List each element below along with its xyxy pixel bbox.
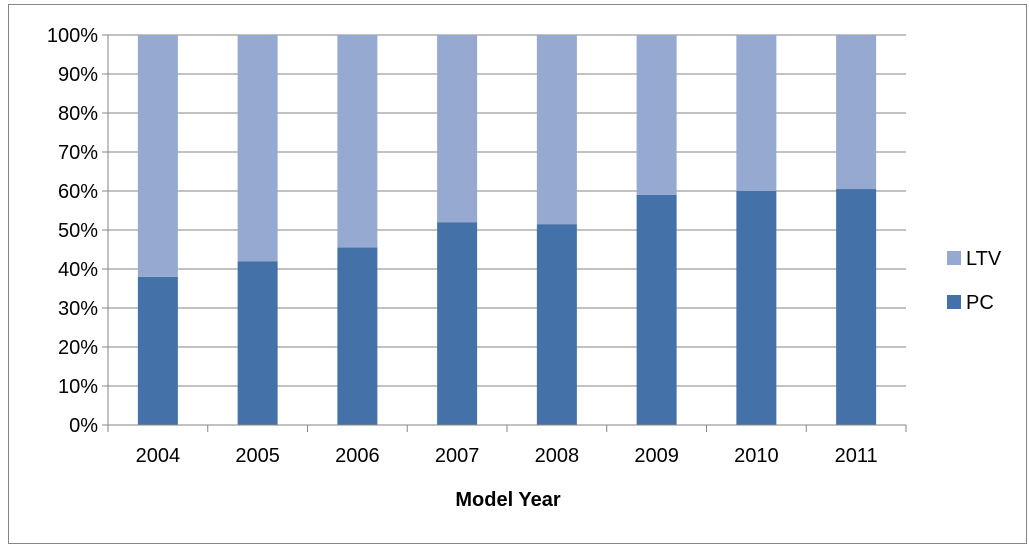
y-tick-label: 50% (58, 220, 98, 242)
gridlines (108, 34, 906, 426)
y-tick-label: 40% (58, 259, 98, 281)
x-tick-label: 2007 (435, 445, 480, 467)
y-tick-label: 20% (58, 337, 98, 359)
y-tick-label: 60% (58, 181, 98, 203)
y-tick-labels: 0% 10% 20% 30% 40% 50% 60% 70% 80% 90% 100% (47, 25, 98, 437)
y-tick-label: 30% (58, 298, 98, 320)
y-tick-label: 80% (58, 103, 98, 125)
x-tick-label: 2005 (235, 445, 280, 467)
bar-pc-2008 (536, 224, 577, 425)
bar-ltv-2005 (237, 35, 278, 262)
bar-pc-2006 (337, 247, 378, 425)
bar-ltv-2009 (636, 35, 677, 195)
bar-pc-2007 (437, 222, 478, 425)
legend-swatch-ltv (947, 251, 961, 265)
x-tick-label: 2004 (136, 445, 181, 467)
y-tick-label: 100% (47, 25, 98, 47)
legend: LTV PC (947, 248, 1002, 314)
bar-ltv-2011 (836, 35, 877, 190)
legend-label-ltv: LTV (966, 248, 1002, 270)
x-tick-label: 2008 (535, 445, 580, 467)
x-axis-title: Model Year (455, 489, 560, 511)
bar-pc-2005 (237, 261, 278, 425)
bar-ltv-2008 (536, 35, 577, 225)
axes (102, 34, 907, 432)
bar-pc-2011 (836, 189, 877, 425)
bars (137, 35, 877, 425)
y-tick-label: 10% (58, 376, 98, 398)
bar-pc-2009 (636, 194, 677, 425)
bar-ltv-2007 (437, 35, 478, 223)
x-tick-label: 2011 (835, 445, 878, 467)
bar-pc-2004 (137, 276, 178, 425)
bar-pc-2010 (736, 191, 777, 425)
chart-frame (8, 4, 1027, 544)
y-tick-label: 70% (58, 142, 98, 164)
y-tick-label: 90% (58, 64, 98, 86)
x-tick-label: 2009 (634, 445, 679, 467)
bar-ltv-2004 (137, 35, 178, 277)
bar-ltv-2010 (736, 35, 777, 191)
y-tick-label: 0% (69, 415, 98, 437)
legend-swatch-pc (947, 295, 961, 309)
legend-label-pc: PC (966, 292, 994, 314)
bar-ltv-2006 (337, 35, 378, 248)
x-tick-labels: 2004 2005 2006 2007 2008 2009 2010 2011 (136, 445, 878, 467)
x-tick-label: 2010 (734, 445, 779, 467)
x-tick-label: 2006 (335, 445, 380, 467)
